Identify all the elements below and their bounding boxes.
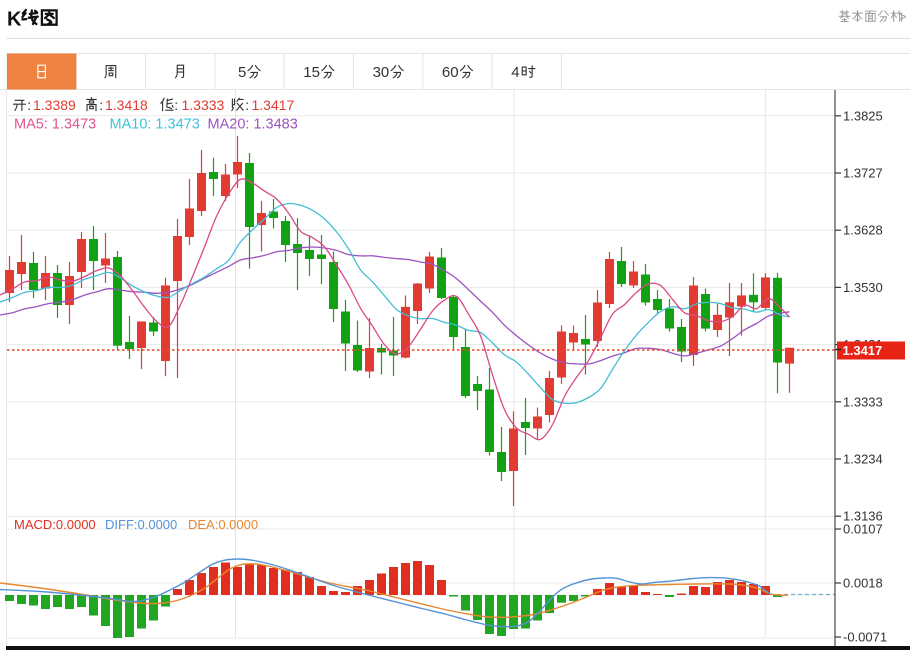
- svg-text::: :: [27, 97, 31, 113]
- svg-text:4: 4: [511, 64, 519, 81]
- svg-text:1.3417: 1.3417: [252, 97, 295, 113]
- svg-text:K: K: [7, 9, 22, 31]
- svg-text:1.3628: 1.3628: [843, 223, 883, 238]
- svg-text::: :: [174, 97, 178, 113]
- svg-text:-0.0071: -0.0071: [843, 630, 887, 645]
- svg-text:15: 15: [303, 64, 320, 81]
- svg-text:1.3234: 1.3234: [843, 452, 883, 467]
- svg-text:5: 5: [238, 64, 246, 81]
- svg-text:1.3389: 1.3389: [33, 97, 76, 113]
- svg-text:MACD:0.0000: MACD:0.0000: [14, 517, 96, 532]
- svg-text:MA5: 1.3473: MA5: 1.3473: [14, 117, 96, 133]
- svg-text:1.3418: 1.3418: [105, 97, 148, 113]
- svg-text:1.3530: 1.3530: [843, 280, 883, 295]
- svg-text:DIFF:0.0000: DIFF:0.0000: [105, 517, 177, 532]
- svg-text:0.0018: 0.0018: [843, 576, 883, 591]
- svg-text:1.3727: 1.3727: [843, 166, 883, 181]
- svg-text::: :: [245, 97, 249, 113]
- svg-text:DEA:0.0000: DEA:0.0000: [188, 517, 258, 532]
- svg-text:30: 30: [373, 64, 390, 81]
- svg-text::: :: [99, 97, 103, 113]
- svg-text:MA10: 1.3473: MA10: 1.3473: [110, 117, 200, 133]
- svg-text:>: >: [899, 9, 907, 24]
- svg-text:0.0107: 0.0107: [843, 522, 883, 537]
- svg-text:1.3136: 1.3136: [843, 509, 883, 524]
- svg-text:MA20: 1.3483: MA20: 1.3483: [208, 117, 298, 133]
- svg-text:1.3333: 1.3333: [843, 394, 883, 409]
- svg-text:1.3333: 1.3333: [182, 97, 225, 113]
- svg-text:1.3417: 1.3417: [843, 343, 883, 358]
- svg-text:1.3825: 1.3825: [843, 108, 883, 123]
- svg-text:60: 60: [442, 64, 459, 81]
